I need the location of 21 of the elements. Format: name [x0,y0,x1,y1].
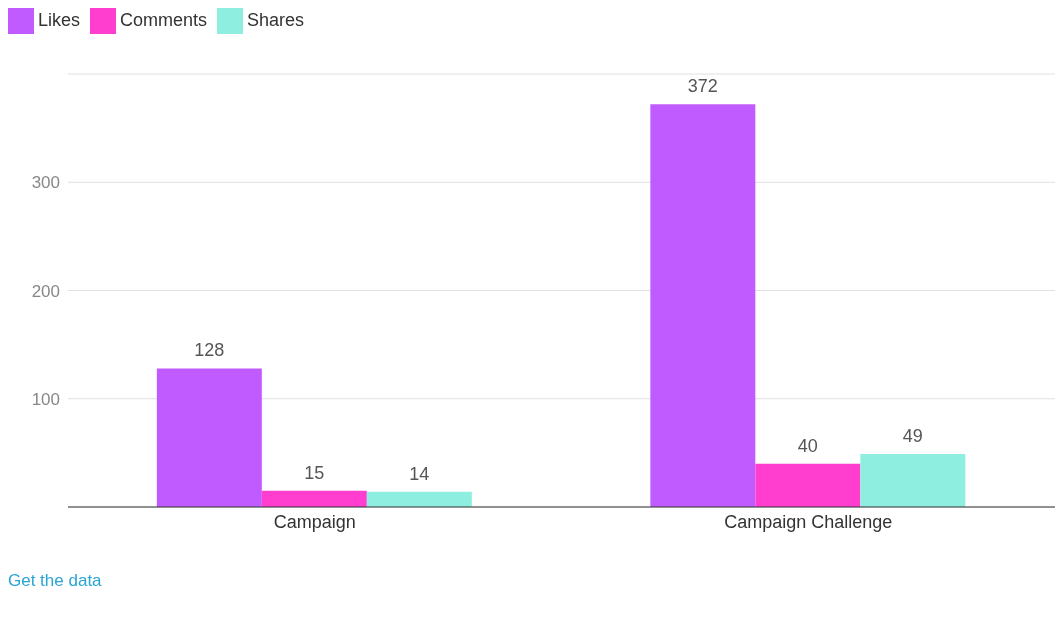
legend-label: Comments [120,9,208,30]
data-label: 49 [902,425,923,446]
bar [755,463,861,507]
legend-label: Shares [247,9,305,30]
x-tick-label: Campaign Challenge [724,511,893,532]
bar [156,368,262,507]
text: Get the data [8,571,103,591]
data-label: 14 [409,463,430,484]
y-tick-label: 300 [31,173,60,193]
data-label: 40 [797,435,818,456]
bar [650,104,756,507]
data-label: 15 [304,462,325,483]
bar [366,491,472,507]
data-label: 128 [194,340,225,361]
legend-label: Likes [38,9,81,30]
bar [261,490,367,507]
y-tick-label: 100 [31,389,60,409]
bar [860,453,966,507]
x-tick-label: Campaign [273,511,356,532]
y-tick-label: 200 [31,281,60,301]
data-label: 372 [687,76,718,97]
